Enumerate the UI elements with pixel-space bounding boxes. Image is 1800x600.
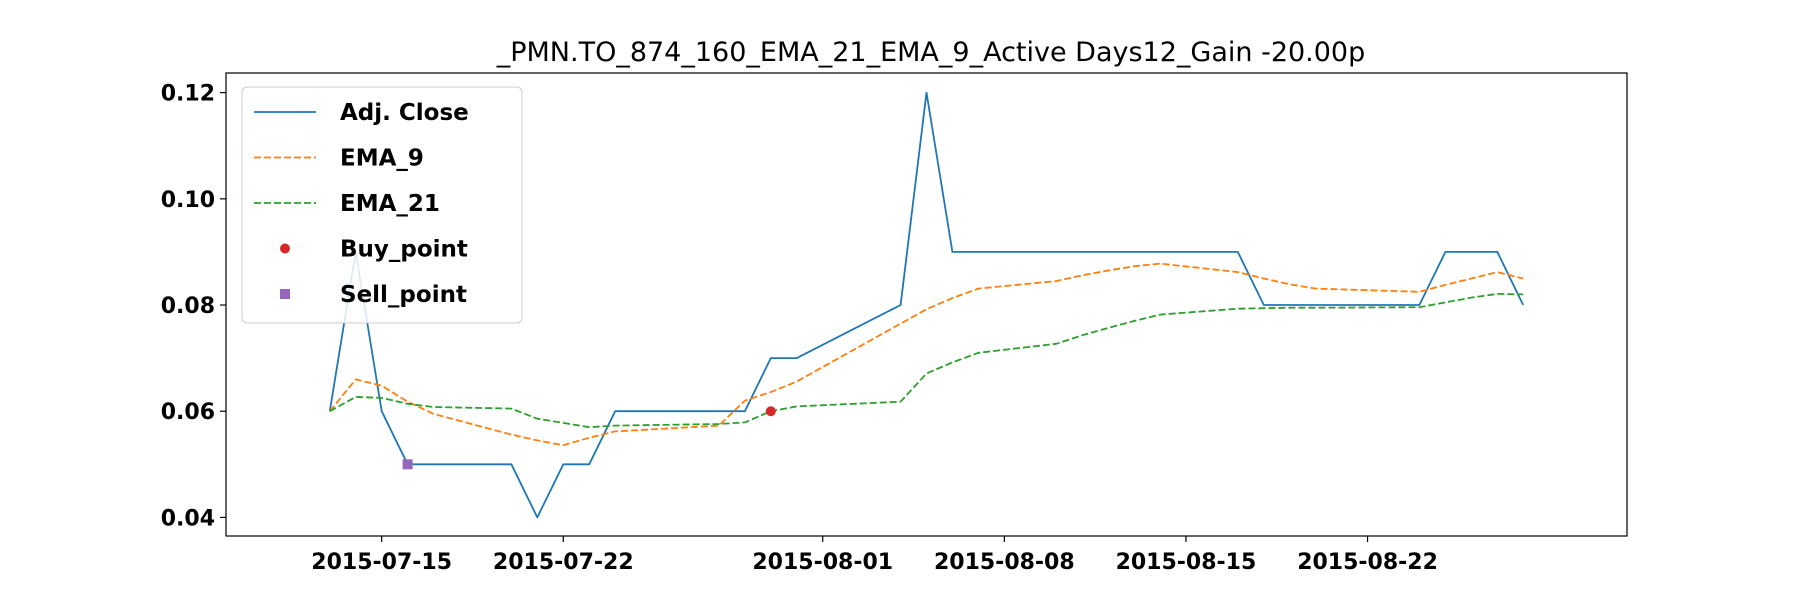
x-tick-label: 2015-08-15 [1116, 550, 1257, 575]
legend: Adj. Close EMA_9 EMA_21 Buy_point Sell_point [241, 86, 523, 324]
x-tick-label: 2015-08-08 [934, 550, 1075, 575]
y-tick-label: 0.06 [161, 400, 215, 425]
y-axis: 0.04 0.06 0.08 0.10 0.12 [161, 82, 226, 531]
x-tick-label: 2015-08-01 [752, 550, 893, 575]
y-tick-label: 0.04 [161, 506, 215, 531]
legend-swatch [280, 289, 290, 299]
x-tick-label: 2015-08-22 [1297, 550, 1438, 575]
x-tick-label: 2015-07-15 [311, 550, 452, 575]
legend-label: EMA_9 [340, 146, 424, 172]
legend-box [241, 86, 523, 324]
sell-point-marker [402, 459, 413, 470]
x-axis: 2015-07-15 2015-07-22 2015-08-01 2015-08-08… [311, 536, 1438, 575]
legend-label: Buy_point [340, 237, 468, 263]
plot-area [328, 91, 1525, 519]
y-tick-label: 0.08 [161, 294, 215, 319]
legend-label: EMA_21 [340, 191, 440, 217]
legend-label: Sell_point [340, 282, 467, 308]
series-line-ema-9 [329, 262, 1524, 447]
x-tick-label: 2015-07-22 [493, 550, 634, 575]
axes-frame [225, 72, 1628, 537]
series-line-ema-21 [329, 292, 1524, 429]
buy-point-marker [765, 406, 776, 417]
y-tick-label: 0.12 [161, 82, 215, 107]
legend-swatch [280, 243, 290, 254]
legend-label: Adj. Close [340, 100, 469, 126]
chart-title: _PMN.TO_874_160_EMA_21_EMA_9_Active Days… [496, 37, 1366, 68]
series-line-adj-close [328, 91, 1525, 519]
y-tick-label: 0.10 [161, 188, 215, 213]
